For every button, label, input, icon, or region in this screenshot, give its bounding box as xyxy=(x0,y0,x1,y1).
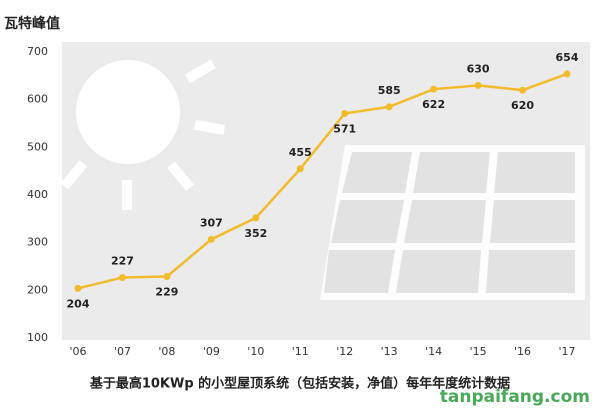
x-tick-label: '09 xyxy=(203,345,220,358)
value-label: 585 xyxy=(378,84,401,97)
x-tick-label: '14 xyxy=(425,345,442,358)
x-tick-label: '11 xyxy=(292,345,309,358)
x-tick-label: '08 xyxy=(158,345,175,358)
value-label: 654 xyxy=(556,51,579,64)
y-tick-label: 400 xyxy=(27,188,48,201)
point xyxy=(430,85,438,93)
x-tick-label: '17 xyxy=(558,345,575,358)
point xyxy=(474,81,482,89)
y-tick-label: 600 xyxy=(27,93,48,106)
point xyxy=(341,109,349,117)
y-tick-label: 200 xyxy=(27,283,48,296)
value-label: 352 xyxy=(244,227,267,240)
point xyxy=(385,103,393,111)
x-tick-label: '07 xyxy=(114,345,131,358)
x-tick-label: '10 xyxy=(247,345,264,358)
caption: 基于最高10KWp 的小型屋顶系统（包括安装，净值）每年年度统计数据 xyxy=(89,376,510,392)
point xyxy=(207,235,215,243)
value-label: 620 xyxy=(511,99,534,112)
value-label: 571 xyxy=(333,122,356,135)
point xyxy=(74,284,82,292)
y-tick-label: 700 xyxy=(27,45,48,58)
x-tick-label: '12 xyxy=(336,345,353,358)
value-label: 622 xyxy=(422,98,445,111)
line xyxy=(77,72,568,290)
x-tick-label: '16 xyxy=(514,345,531,358)
watermark: tanpaifang.com xyxy=(440,387,590,407)
value-label: 630 xyxy=(467,62,490,75)
y-axis-title: 瓦特峰值 xyxy=(4,15,60,32)
point xyxy=(163,273,171,281)
y-tick-label: 500 xyxy=(27,140,48,153)
value-label: 204 xyxy=(67,297,90,310)
point xyxy=(252,214,260,222)
y-tick-label: 300 xyxy=(27,236,48,249)
point xyxy=(519,86,527,94)
x-tick-label: '13 xyxy=(381,345,398,358)
x-tick-label: '06 xyxy=(69,345,86,358)
sun-decoration xyxy=(60,59,226,210)
y-tick-label: 100 xyxy=(27,331,48,344)
solar-panel-decoration xyxy=(320,145,585,300)
point xyxy=(563,70,571,78)
value-label: 229 xyxy=(155,286,178,299)
point xyxy=(296,165,304,173)
value-label: 227 xyxy=(111,254,134,267)
point xyxy=(118,273,126,281)
value-label: 307 xyxy=(200,216,223,229)
x-tick-label: '15 xyxy=(470,345,487,358)
value-label: 455 xyxy=(289,146,312,159)
